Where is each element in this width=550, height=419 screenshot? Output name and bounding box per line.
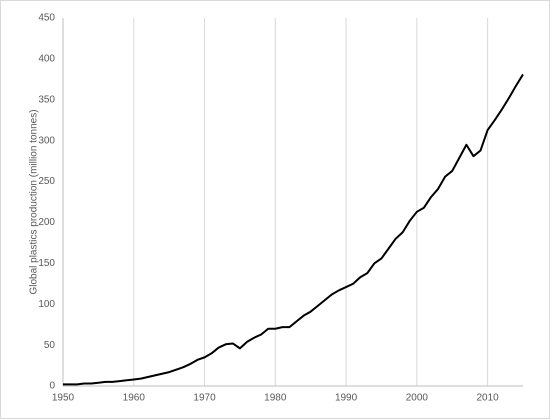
y-tick-label: 300 [38,135,55,146]
y-tick-label: 250 [38,176,55,187]
y-tick-label: 350 [38,94,55,105]
data-line [63,73,524,386]
y-tick-label: 400 [38,54,55,65]
y-tick-label: 0 [49,381,55,392]
x-tick-label: 1990 [335,393,358,404]
x-tick-label: 1950 [52,393,75,404]
y-tick-label: 100 [38,299,55,310]
x-tick-label: 1980 [264,393,287,404]
y-tick-label: 200 [38,217,55,228]
y-tick-label: 150 [38,258,55,269]
x-tick-label: 2010 [476,393,499,404]
x-tick-label: 2000 [406,393,429,404]
x-tick-label: 1960 [123,393,146,404]
y-tick-label: 450 [38,13,55,24]
y-tick-label: 50 [44,340,56,351]
x-tick-label: 1970 [193,393,216,404]
y-axis-label: Global plastics production (million tonn… [29,109,40,294]
